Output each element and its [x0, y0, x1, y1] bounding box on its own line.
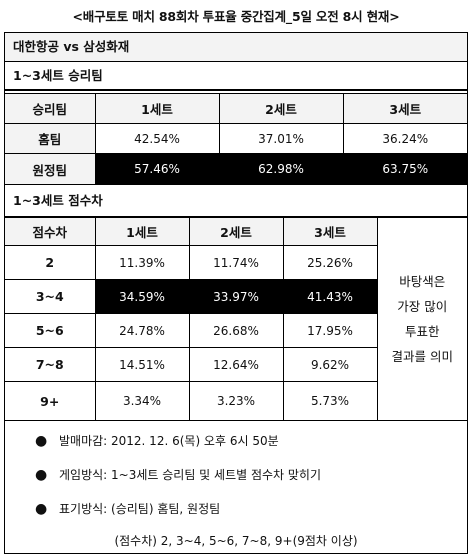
list-item: ● 표기방식: (승리팀) 홈팀, 원정팀 — [35, 499, 220, 519]
cell-value: 25.26% — [282, 245, 378, 280]
list-item: ● 발매마감: 2012. 12. 6(목) 오후 6시 50분 — [35, 431, 279, 451]
list-item: ● 게임방식: 1~3세트 승리팀 및 세트별 점수차 맞히기 — [35, 465, 321, 485]
cell-value: 41.43% — [282, 279, 378, 314]
col-header-set2: 2세트 — [218, 93, 344, 124]
margin-header-row: 점수차 1세트 2세트 3세트 바탕색은 가장 많이 투표한 결과를 의미 — [5, 217, 467, 421]
away-set1-value: 57.46% — [94, 153, 220, 185]
table-row: 홈팀 42.54% 37.01% 36.24% — [5, 123, 467, 154]
row-label-margin-3-4: 3~4 — [5, 279, 96, 314]
note-line: 가장 많이 — [397, 299, 448, 314]
cell-value: 26.68% — [188, 313, 284, 348]
margin-table: 점수차 1세트 2세트 3세트 바탕색은 가장 많이 투표한 결과를 의미 2 … — [5, 217, 467, 421]
col-header-set2: 2세트 — [188, 217, 284, 246]
col-header-set1: 1세트 — [94, 217, 190, 246]
cell-value: 33.97% — [188, 279, 284, 314]
col-header-winner: 승리팀 — [5, 93, 96, 124]
table-row: 5~6 24.78% 26.68% 17.95% — [5, 313, 467, 348]
bullet-icon: ● — [35, 467, 48, 483]
row-label-away: 원정팀 — [5, 153, 96, 185]
away-set2-value: 62.98% — [218, 153, 344, 185]
cell-value: 34.59% — [94, 279, 190, 314]
row-label-margin-5-6: 5~6 — [5, 313, 96, 348]
table-row: 7~8 14.51% 12.64% 9.62% — [5, 347, 467, 382]
away-set3-value: 63.75% — [342, 153, 467, 185]
cell-value: 9.62% — [282, 347, 378, 382]
results-frame: 대한항공 vs 삼성화재 1~3세트 승리팀 승리팀 1세트 2세트 3세트 홈… — [4, 32, 468, 554]
cell-value: 12.64% — [188, 347, 284, 382]
home-set3-value: 36.24% — [342, 123, 467, 154]
cell-value: 11.39% — [94, 245, 190, 280]
footnote: (점수차) 2, 3~4, 5~6, 7~8, 9+(9점차 이상) — [114, 534, 358, 548]
section1-heading: 1~3세트 승리팀 — [5, 62, 467, 91]
cell-value: 5.73% — [282, 381, 378, 421]
table-row: 3~4 34.59% 33.97% 41.43% — [5, 279, 467, 314]
home-set2-value: 37.01% — [218, 123, 344, 154]
game-method-text: 게임방식: 1~3세트 승리팀 및 세트별 점수차 맞히기 — [59, 468, 322, 482]
col-header-set3: 3세트 — [342, 93, 467, 124]
note-line: 바탕색은 — [399, 274, 446, 289]
deadline-text: 발매마감: 2012. 12. 6(목) 오후 6시 50분 — [59, 434, 279, 448]
row-label-margin-7-8: 7~8 — [5, 347, 96, 382]
section2-heading: 1~3세트 점수차 — [5, 185, 467, 217]
note-line: 투표한 — [404, 324, 440, 339]
table-row: 원정팀 57.46% 62.98% 63.75% — [5, 153, 467, 185]
row-label-margin-9plus: 9+ — [5, 381, 96, 421]
page-title: <배구토토 매치 88회차 투표율 중간집계_5일 오전 8시 현재> — [72, 9, 400, 24]
bullet-icon: ● — [35, 433, 48, 449]
col-header-margin: 점수차 — [5, 217, 96, 246]
col-header-set1: 1세트 — [94, 93, 220, 124]
match-title: 대한항공 vs 삼성화재 — [5, 33, 467, 62]
cell-value: 11.74% — [188, 245, 284, 280]
cell-value: 24.78% — [94, 313, 190, 348]
row-label-home: 홈팀 — [5, 123, 96, 154]
cell-value: 17.95% — [282, 313, 378, 348]
notation-text: 표기방식: (승리팀) 홈팀, 원정팀 — [59, 502, 221, 516]
winner-header-row: 승리팀 1세트 2세트 3세트 — [5, 93, 467, 124]
highlight-note: 바탕색은 가장 많이 투표한 결과를 의미 — [376, 217, 467, 421]
bullet-icon: ● — [35, 501, 48, 517]
home-set1-value: 42.54% — [94, 123, 220, 154]
table-row: 9+ 3.34% 3.23% 5.73% — [5, 381, 467, 421]
winner-table: 승리팀 1세트 2세트 3세트 홈팀 42.54% 37.01% 36.24% … — [5, 93, 467, 185]
cell-value: 3.34% — [94, 381, 190, 421]
cell-value: 3.23% — [188, 381, 284, 421]
note-line: 결과를 의미 — [391, 349, 453, 364]
cell-value: 14.51% — [94, 347, 190, 382]
row-label-margin-2: 2 — [5, 245, 96, 280]
col-header-set3: 3세트 — [282, 217, 378, 246]
